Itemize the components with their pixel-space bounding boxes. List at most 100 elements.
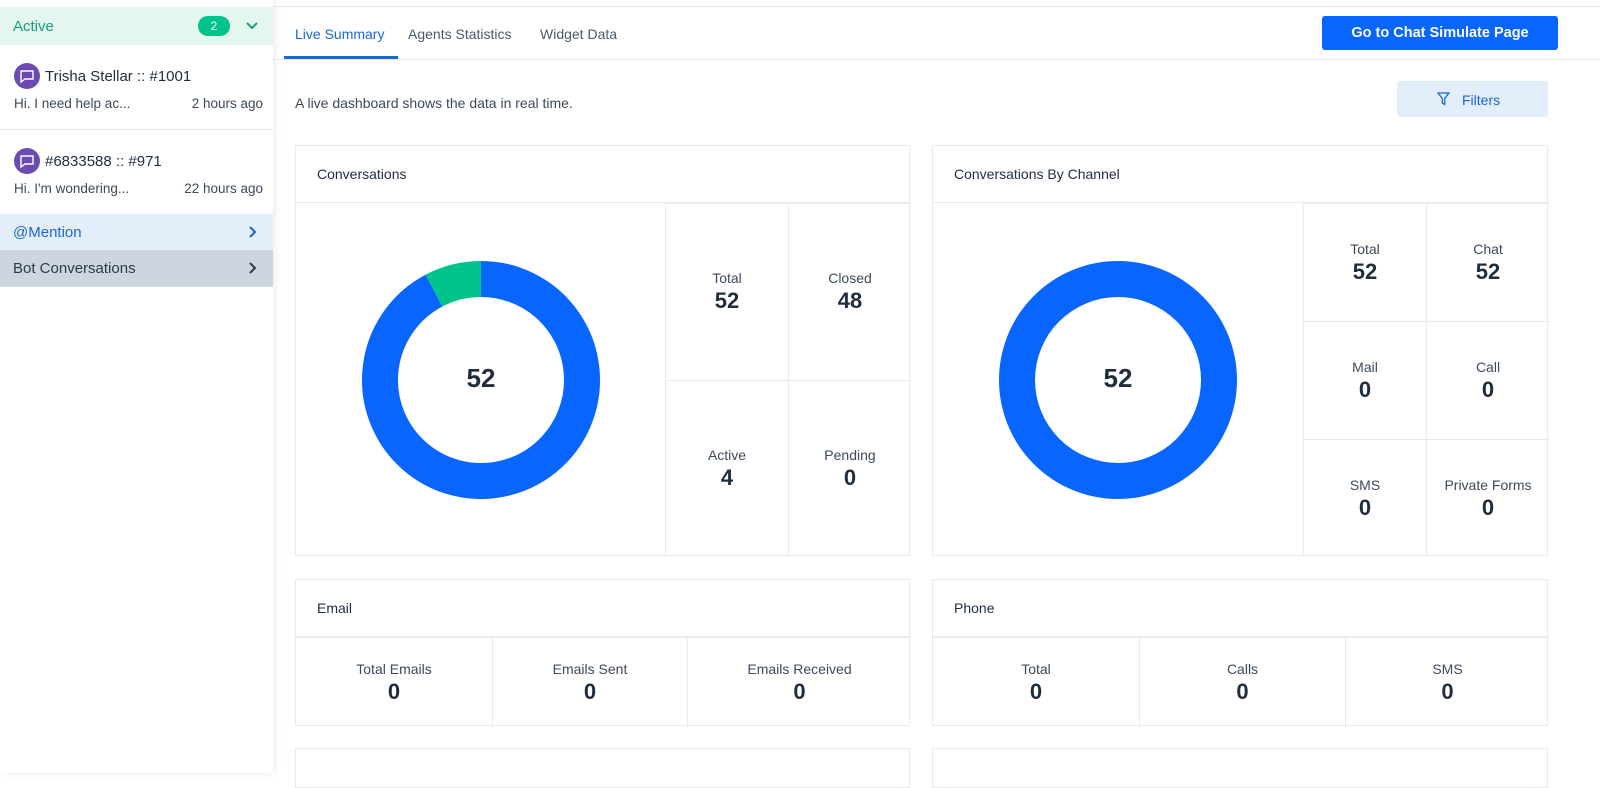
stat-value: 52	[1475, 258, 1501, 284]
stat-value: 48	[837, 288, 863, 313]
mention-row[interactable]: @Mention	[0, 214, 273, 250]
active-label: Active	[13, 18, 54, 35]
stat-label: Emails Received	[747, 660, 852, 677]
chevron-icon	[249, 262, 257, 274]
filter-icon	[1437, 92, 1450, 106]
conversation-preview: Hi. I need help ac...	[14, 96, 131, 111]
conversation-name: #6833588 :: #971	[45, 153, 162, 170]
stat-label: Total	[1350, 240, 1380, 257]
stat-label: Active	[707, 447, 747, 463]
stat-cell: Private Forms 0	[1426, 439, 1549, 557]
top-border	[273, 6, 1600, 7]
stat-value: 0	[583, 678, 597, 704]
donut-segment	[425, 261, 482, 307]
donut-center-value: 52	[467, 363, 496, 393]
active-count: 2	[198, 16, 230, 36]
card-divider	[296, 636, 909, 637]
stat-cell: Total 0	[933, 637, 1139, 727]
filters-button[interactable]: Filters	[1397, 81, 1548, 117]
conversation-row[interactable]: #6833588 :: #971 Hi. I'm wondering... 22 h…	[0, 147, 273, 215]
stat-cell: Calls 0	[1139, 637, 1345, 727]
stat-label: Mail	[1352, 358, 1378, 375]
filters-label: Filters	[1462, 92, 1501, 108]
stat-value: 52	[1352, 258, 1378, 284]
bot-label: Bot Conversations	[13, 260, 136, 277]
stat-value: 0	[1358, 494, 1372, 520]
tab-underline	[284, 56, 398, 59]
stat-cell: Total 52	[1303, 203, 1426, 321]
mention-label: @Mention	[13, 224, 82, 241]
active-header[interactable]: Active 2	[0, 7, 273, 45]
card: Email Total Emails 0 Emails Sent 0 Emails Rec…	[295, 579, 911, 727]
card-title: Phone	[954, 600, 995, 616]
stat-label: Total	[1021, 660, 1051, 677]
card-divider	[933, 202, 1547, 203]
simulate-button[interactable]: Go to Chat Simulate Page	[1322, 16, 1558, 50]
stat-value: 0	[387, 678, 401, 704]
conversation-time: 2 hours ago	[191, 96, 263, 111]
card-title: Conversations By Channel	[954, 166, 1120, 182]
stat-label: SMS	[1349, 476, 1381, 493]
stat-label: Closed	[828, 270, 872, 286]
stat-cell: Closed 48	[788, 203, 911, 380]
stat-value: 0	[1481, 376, 1495, 402]
stat-value: 0	[1481, 494, 1495, 520]
donut-center-value: 52	[1104, 363, 1133, 393]
chat-icon	[14, 63, 40, 89]
stat-cell: Pending 0	[788, 380, 911, 557]
stat-label: Chat	[1473, 240, 1503, 257]
card-title: Conversations	[317, 166, 407, 182]
card-partial	[932, 748, 1548, 788]
description: A live dashboard shows the data in real …	[295, 95, 573, 111]
tabs-border	[273, 59, 1600, 60]
tab[interactable]: Live Summary	[295, 26, 385, 42]
stat-value: 52	[714, 288, 740, 313]
conversation-name: Trisha Stellar :: #1001	[45, 68, 192, 85]
stat-label: Calls	[1226, 660, 1259, 677]
stat-cell: Emails Sent 0	[492, 637, 687, 727]
stat-label: Total	[712, 270, 742, 286]
chevron-icon	[249, 226, 257, 238]
stat-label: Private Forms	[1444, 476, 1532, 493]
donut-chart: 52	[362, 261, 600, 499]
bot-row[interactable]: Bot Conversations	[0, 250, 273, 287]
stat-value: 0	[1236, 678, 1249, 704]
stat-value: 4	[720, 465, 734, 490]
stat-label: Call	[1475, 358, 1501, 375]
donut-segment	[999, 261, 1237, 499]
stat-value: 0	[1358, 376, 1372, 402]
tab[interactable]: Widget Data	[540, 26, 618, 42]
stat-cell: SMS 0	[1303, 439, 1426, 557]
card-title: Email	[317, 600, 353, 616]
card-divider	[296, 202, 909, 203]
donut-segment	[362, 261, 600, 499]
icon-glyph	[20, 155, 34, 169]
stat-cell: Call 0	[1426, 321, 1549, 439]
icon-glyph	[20, 70, 34, 84]
stat-cell: SMS 0	[1345, 637, 1549, 727]
icon-bg	[14, 148, 40, 174]
card: Phone Total 0 Calls 0 SMS 0	[932, 579, 1549, 727]
stat-cell: Mail 0	[1303, 321, 1426, 439]
stat-label: SMS	[1432, 660, 1463, 677]
stat-label: Pending	[824, 447, 876, 463]
tab[interactable]: Agents Statistics	[408, 26, 512, 42]
stat-cell: Total Emails 0	[296, 637, 492, 727]
stat-label: Total Emails	[356, 660, 432, 677]
conversation-preview: Hi. I'm wondering...	[14, 181, 130, 196]
chat-icon	[14, 148, 40, 174]
icon-bg	[14, 63, 40, 89]
stat-cell: Total 52	[665, 203, 788, 380]
stat-value: 0	[843, 465, 857, 490]
stat-label: Emails Sent	[552, 660, 628, 677]
stat-cell: Emails Received 0	[687, 637, 911, 727]
card: Conversations By Channel 52 Total 52 Chat 52 M…	[932, 145, 1549, 557]
card-divider	[933, 636, 1547, 637]
stat-value: 0	[1441, 678, 1454, 704]
stat-cell: Active 4	[665, 380, 788, 557]
stat-value: 0	[793, 678, 806, 704]
chevron-icon	[246, 22, 258, 30]
